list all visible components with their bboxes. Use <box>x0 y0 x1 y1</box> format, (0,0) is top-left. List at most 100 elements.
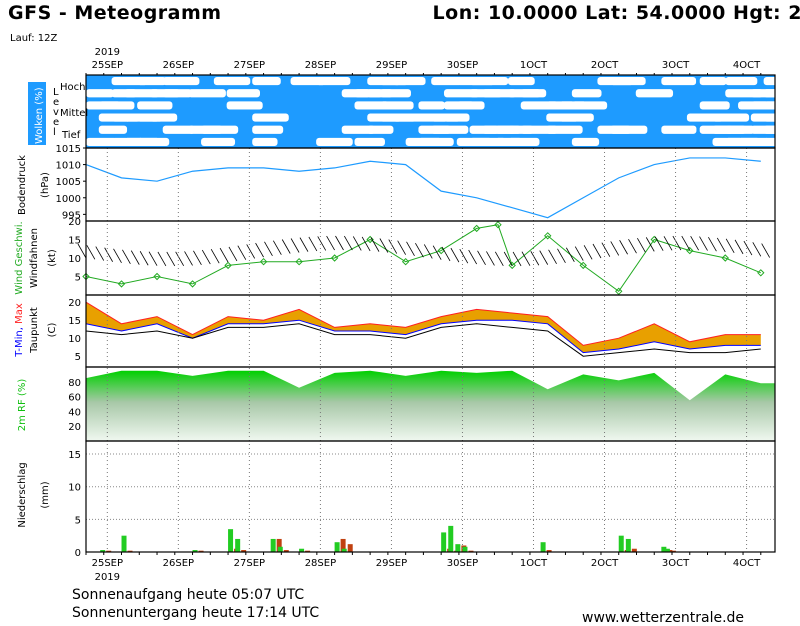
precip-ylabel: Niederschlag <box>17 462 28 527</box>
wind-barb <box>512 251 522 267</box>
pressure-ylabel: Bodendruck <box>17 155 28 215</box>
wind-barb <box>361 236 371 252</box>
wind-tick: 10 <box>68 254 81 265</box>
cloud-gap <box>226 89 261 98</box>
precip-bar-convective <box>347 544 353 552</box>
wind-barb <box>370 237 380 252</box>
wind-barb <box>290 238 300 253</box>
wind-barb <box>130 250 140 265</box>
humidity-area <box>86 370 775 441</box>
tmin-line <box>85 319 761 354</box>
cloud-gap <box>482 89 517 98</box>
precip-bar-rain <box>462 546 468 552</box>
cloud-gap <box>443 113 470 122</box>
pressure-tick: 995 <box>62 210 81 221</box>
precip-bar-rain <box>455 544 461 552</box>
humidity-tick: 80 <box>68 378 81 389</box>
wind-barb <box>672 235 682 251</box>
precip-bar-rain <box>618 535 624 552</box>
tmin-label: T-Min, <box>14 324 25 358</box>
day-label-bottom: 29SEP <box>376 558 407 569</box>
wind-speed-point <box>721 254 729 262</box>
dewpoint-line <box>85 323 761 357</box>
tmax-line <box>85 301 761 346</box>
cloud-gap <box>149 113 178 122</box>
wind-speed-point <box>508 261 516 270</box>
cloud-gap <box>367 125 394 134</box>
pressure-line <box>85 157 761 219</box>
cloud-gap <box>86 137 117 146</box>
wind-barb <box>210 248 220 264</box>
wind-barb <box>459 248 469 264</box>
cloud-gap <box>661 77 697 86</box>
model-run: Lauf: 12Z <box>10 33 58 44</box>
pressure-tick: 1015 <box>56 144 81 155</box>
cloud-gap <box>763 77 800 86</box>
day-label-top: 2OCT <box>591 60 619 71</box>
wind-barb <box>415 242 424 258</box>
windfahnen-ylabel: Windfahnen <box>29 228 40 288</box>
pressure-unit: (hPa) <box>40 172 51 198</box>
tmax-label: Max <box>14 303 25 324</box>
precip-bar-convective <box>340 538 346 552</box>
precip-bar-convective <box>631 548 637 552</box>
clouds-ylabel: Wolken (%) <box>34 87 45 144</box>
wind-barb <box>734 239 744 255</box>
wind-tick: 20 <box>68 217 81 228</box>
wind-barb <box>503 251 513 267</box>
wind-barb <box>201 249 211 265</box>
day-label-bottom: 28SEP <box>305 558 336 569</box>
wind-speed-point <box>259 257 268 266</box>
wind-barb <box>548 249 557 265</box>
wind-ylabel: Wind Geschwi. <box>14 221 25 294</box>
location-coordinates: Lon: 10.0000 Lat: 54.0000 Hgt: 2 <box>432 2 800 24</box>
cloud-gap <box>661 125 697 134</box>
day-label-top: 28SEP <box>305 60 336 71</box>
cloud-gap <box>98 125 128 134</box>
precip-bar-convective <box>468 550 474 552</box>
wind-barb <box>716 237 726 253</box>
wind-speed-point <box>472 224 481 233</box>
source-link[interactable]: www.wetterzentrale.de <box>582 610 745 626</box>
cloud-gap <box>252 125 284 134</box>
wind-speed-point <box>153 272 161 281</box>
wind-speed-point <box>224 261 232 270</box>
cloud-level-letter: L <box>53 87 59 98</box>
precip-bar-rain <box>235 538 241 552</box>
wind-barb <box>157 251 167 267</box>
temp-tick: 10 <box>68 334 81 345</box>
temp-unit: (C) <box>47 323 58 338</box>
wind-barb <box>468 249 478 265</box>
cloud-level-high: Hoch <box>60 82 85 93</box>
wind-barb <box>423 244 433 259</box>
cloud-level-letter: v <box>53 107 59 118</box>
precip-bar-rain <box>192 550 198 552</box>
cloud-gap <box>252 137 278 146</box>
wind-barb <box>619 240 628 255</box>
wind-barb <box>228 246 238 262</box>
cloud-gap <box>431 77 462 86</box>
wind-barb <box>335 235 344 251</box>
cloud-gap <box>763 137 799 146</box>
day-label-top: 25SEP <box>92 60 123 71</box>
wind-barb <box>246 244 256 259</box>
cloud-gap <box>137 77 167 86</box>
year-label-bottom: 2019 <box>95 572 120 583</box>
cloud-level-low: Tief <box>61 130 81 141</box>
clouds-area <box>86 75 775 148</box>
wind-barb <box>699 236 708 251</box>
cloud-level-letter: e <box>53 117 59 128</box>
precip-bar-convective <box>305 550 311 552</box>
wind-barb <box>565 247 575 262</box>
wind-speed-point <box>366 235 374 244</box>
cloud-gap <box>725 77 758 86</box>
precip-bar-rain <box>441 532 447 552</box>
precip-bar-convective <box>276 538 282 552</box>
wind-barb <box>388 239 398 254</box>
cloud-gap <box>252 113 289 122</box>
wind-barb <box>379 238 389 253</box>
cloud-gap <box>712 113 750 122</box>
wind-barb <box>761 243 771 258</box>
sunrise-text: Sonnenaufgang heute 05:07 UTC <box>72 587 305 603</box>
precip-tick: 15 <box>68 450 81 461</box>
